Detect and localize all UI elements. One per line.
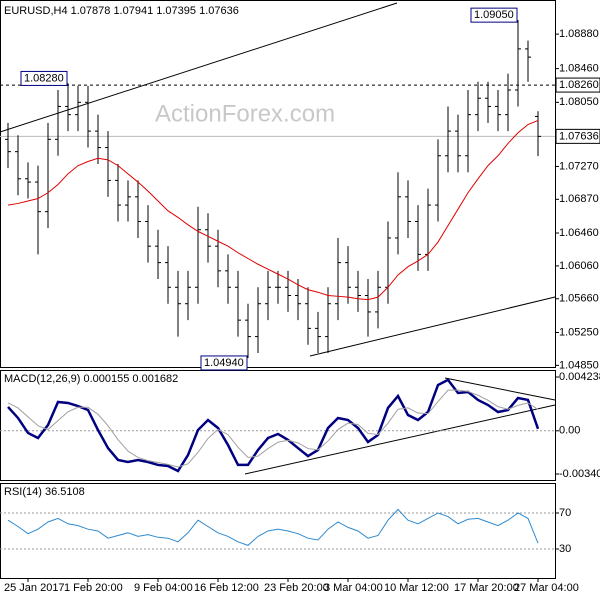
- rsi-panel: [0, 483, 556, 579]
- trend-line: [444, 377, 556, 401]
- chart-title: EURUSD,H4 1.07878 1.07941 1.07395 1.0763…: [4, 5, 239, 17]
- y-tick-label: 1.08460: [559, 63, 599, 75]
- chart-title: MACD(12,26,9) 0.000155 0.001682: [4, 373, 178, 385]
- x-tick-label: 1 Feb 20:00: [64, 582, 123, 594]
- y-tick-label: 1.08050: [559, 96, 599, 108]
- annotation-box: [200, 355, 248, 371]
- annotation-box: [20, 70, 68, 86]
- y-tick-label: 70: [559, 507, 571, 519]
- x-tick-label: 9 Feb 04:00: [134, 582, 193, 594]
- y-tick-label: 1.04850: [559, 359, 599, 371]
- x-tick-label: 25 Jan 2017: [4, 582, 65, 594]
- y-tick-label: 1.05250: [559, 326, 599, 338]
- x-tick-label: 27 Mar 04:00: [514, 582, 579, 594]
- x-tick-label: 17 Mar 20:00: [454, 582, 519, 594]
- macd-panel: [0, 370, 556, 481]
- y-tick-label: 1.07270: [559, 160, 599, 172]
- level-label: 1.08260: [559, 79, 599, 91]
- moving-average: [7, 119, 539, 301]
- level-box: [555, 77, 600, 93]
- last-price-label: 1.07636: [559, 130, 599, 142]
- y-tick-label: 0.00: [559, 425, 580, 437]
- y-tick-label: 1.06870: [559, 193, 599, 205]
- trend-line: [309, 296, 556, 357]
- chart-title: RSI(14) 36.5108: [4, 486, 85, 498]
- trend-line: [0, 2, 398, 133]
- trend-line: [244, 404, 556, 475]
- y-tick-label: 30: [559, 543, 571, 555]
- series-line: [7, 508, 539, 546]
- annotation-box: [470, 7, 518, 23]
- y-tick-label: 1.06060: [559, 260, 599, 272]
- series-line: [7, 389, 539, 468]
- series-line: [7, 378, 540, 473]
- annotation: 1.09050: [474, 9, 514, 21]
- y-tick-label: 1.08880: [559, 28, 599, 40]
- y-tick-label: 0.004238: [559, 371, 600, 383]
- y-tick-label: -0.003404: [559, 468, 600, 480]
- annotation: 1.08280: [24, 72, 64, 84]
- annotation: 1.04940: [204, 357, 244, 369]
- x-tick-label: 3 Mar 04:00: [324, 582, 383, 594]
- x-tick-label: 16 Feb 12:00: [194, 582, 259, 594]
- last-price-box: [555, 128, 600, 144]
- x-tick-label: 23 Feb 20:00: [264, 582, 329, 594]
- x-tick-label: 10 Mar 12:00: [384, 582, 449, 594]
- y-tick-label: 1.05660: [559, 293, 599, 305]
- watermark: ActionForex.com: [155, 100, 335, 127]
- price-panel: [0, 0, 556, 368]
- y-tick-label: 1.06460: [559, 227, 599, 239]
